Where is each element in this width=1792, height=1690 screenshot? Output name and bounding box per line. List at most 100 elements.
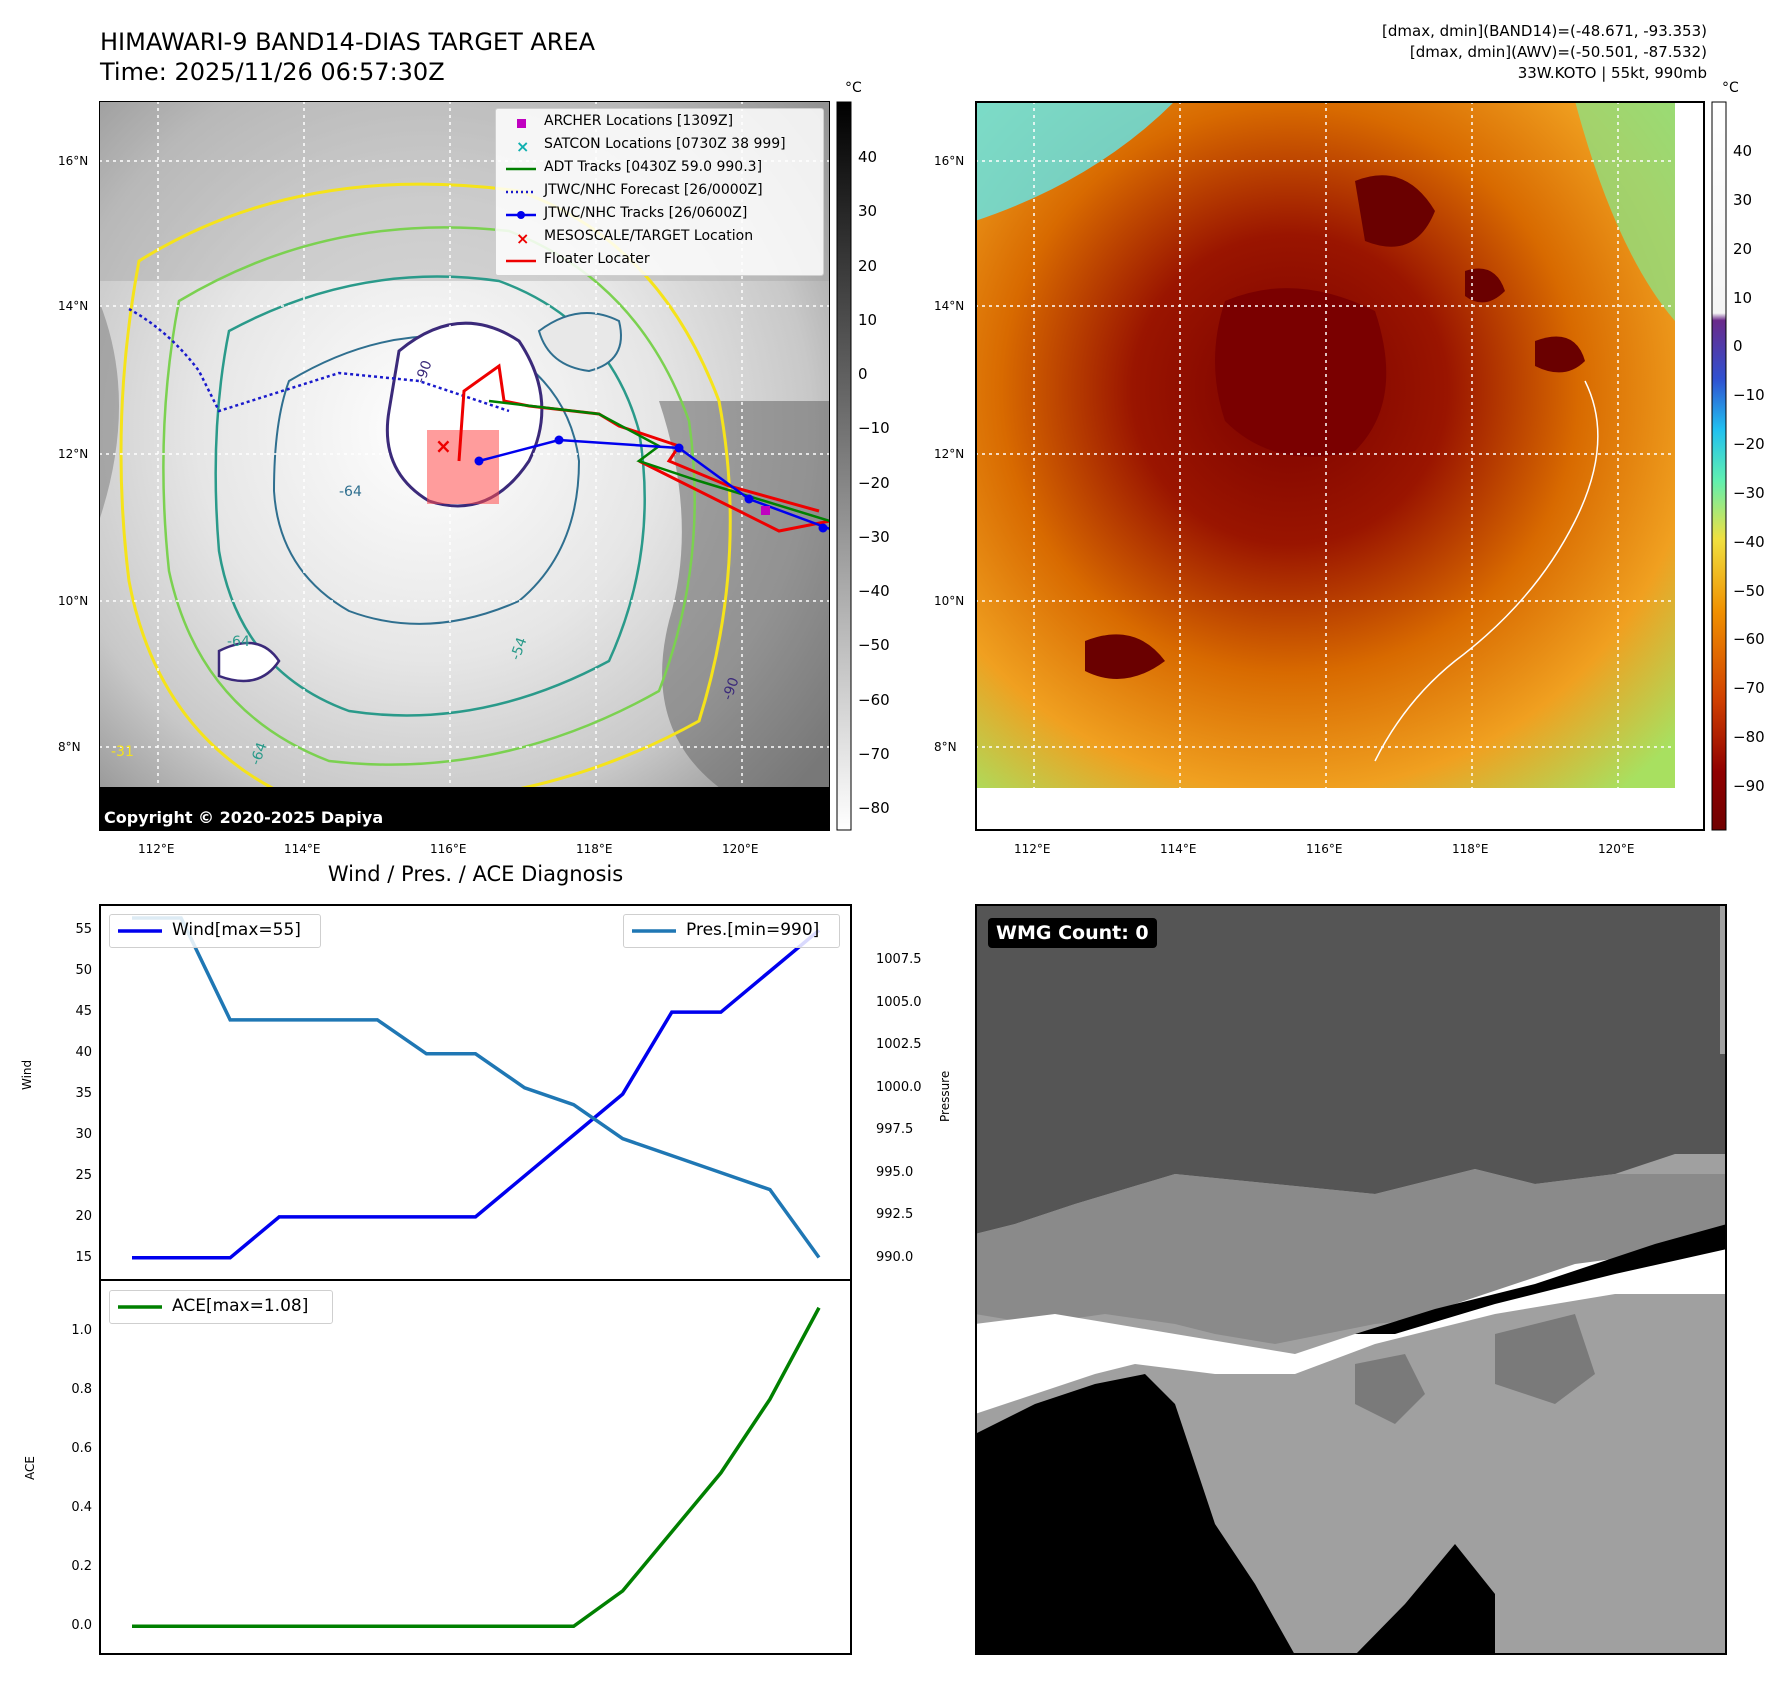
lon-tick: 114°E: [284, 842, 321, 856]
colorbar-tick: −50: [1733, 581, 1765, 600]
colorbar-tick: −70: [1733, 679, 1765, 698]
colorbar-tick: 30: [858, 202, 878, 221]
colorbar-tick: −40: [858, 582, 890, 600]
lat-tick: 16°N: [934, 154, 965, 168]
colorbar-tick: −60: [858, 690, 890, 709]
adt-track-line: [488, 399, 830, 523]
map-legend: ARCHER Locations [1309Z] × SATCON Locati…: [495, 108, 824, 276]
axis-tick-label: 40: [75, 1045, 92, 1061]
colorbar-tick: 10: [1733, 288, 1753, 307]
lat-tick: 8°N: [58, 740, 81, 754]
lon-tick: 114°E: [1160, 842, 1197, 856]
colorbar-tick: −90: [1733, 777, 1765, 795]
svg-text:×: ×: [516, 230, 529, 246]
figure-time: Time: 2025/11/26 06:57:30Z: [100, 58, 445, 86]
axis-tick-label: 990.0: [876, 1249, 914, 1265]
colorbar-tick: 10: [858, 310, 878, 329]
axis-tick-label: 20: [75, 1208, 92, 1224]
pressure-legend-label: Pres.[min=990]: [686, 920, 820, 940]
axis-tick-label: 992.5: [876, 1207, 914, 1223]
contour-label: -64: [339, 484, 362, 500]
wmg-count-badge: WMG Count: 0: [988, 918, 1157, 948]
colorbar-tick: −20: [858, 473, 890, 492]
axis-tick-label: 35: [75, 1086, 92, 1102]
lat-tick: 14°N: [934, 299, 965, 313]
axis-tick-label: 0.0: [71, 1618, 92, 1634]
colorbar-tick: −10: [858, 419, 890, 438]
info-awv: [dmax, dmin](AWV)=(-50.501, -87.532): [1409, 43, 1707, 61]
target-area-box: [427, 430, 499, 504]
lon-tick: 120°E: [722, 842, 759, 856]
axis-tick-label: 0.8: [71, 1382, 92, 1398]
colorbar-tick: −80: [1733, 728, 1765, 747]
pressure-axis-label: Pressure: [938, 1070, 952, 1122]
lat-tick: 12°N: [934, 447, 965, 461]
awv-map: [975, 101, 1705, 831]
contour-label: -90: [413, 358, 436, 385]
wind-legend: Wind[max=55]: [109, 914, 321, 948]
colorbar-tick: 40: [858, 148, 878, 166]
axis-tick-label: 45: [75, 1004, 92, 1020]
wmg-panel: [975, 904, 1727, 1655]
axis-tick-label: 50: [75, 963, 92, 979]
target-x-marker: ×: [435, 434, 452, 458]
wind-axis-label: Wind: [20, 1059, 34, 1090]
axis-tick-label: 55: [75, 922, 92, 938]
axis-tick-label: 25: [75, 1167, 92, 1183]
axis-tick-label: 30: [75, 1126, 92, 1142]
lat-tick: 8°N: [934, 740, 957, 754]
colorbar-tick: −30: [858, 527, 890, 546]
ace-series-line: [132, 1306, 821, 1629]
legend-label: JTWC/NHC Forecast [26/0000Z]: [544, 182, 763, 198]
ace-axis-label: ACE: [23, 1456, 37, 1480]
lat-tick: 12°N: [58, 447, 89, 461]
colorbar-tick: 20: [1733, 239, 1753, 258]
colorbar-tick: −80: [858, 799, 890, 817]
band14-colorbar: [836, 101, 852, 831]
pressure-legend: Pres.[min=990]: [623, 914, 840, 948]
lat-tick: 10°N: [58, 594, 89, 608]
lon-tick: 118°E: [1452, 842, 1489, 856]
lat-tick: 14°N: [58, 299, 89, 313]
svg-text:×: ×: [516, 138, 529, 154]
awv-colorbar: [1711, 101, 1727, 831]
info-storm: 33W.KOTO | 55kt, 990mb: [1517, 64, 1707, 82]
lon-tick: 118°E: [576, 842, 613, 856]
wind-legend-label: Wind[max=55]: [172, 920, 301, 940]
ace-legend-label: ACE[max=1.08]: [172, 1296, 309, 1316]
contour-label: -64: [248, 740, 271, 767]
diagnosis-title: Wind / Pres. / ACE Diagnosis: [327, 862, 624, 886]
colorbar-tick: −50: [858, 636, 890, 655]
contour-label: -54: [508, 635, 531, 662]
colorbar-unit: °C: [845, 80, 862, 96]
colorbar-tick: −40: [1733, 532, 1765, 551]
lon-tick: 116°E: [430, 842, 467, 856]
colorbar-tick: 0: [1733, 337, 1743, 356]
colorbar-tick: 30: [1733, 190, 1753, 209]
archer-marker: [761, 506, 770, 515]
legend-label: SATCON Locations [0730Z 38 999]: [544, 136, 786, 152]
axis-tick-label: 1005.0: [876, 994, 922, 1010]
lat-tick: 16°N: [58, 154, 89, 168]
legend-label: JTWC/NHC Tracks [26/0600Z]: [544, 205, 748, 221]
lon-tick: 120°E: [1598, 842, 1635, 856]
axis-tick-label: 1007.5: [876, 952, 922, 968]
awv-gridlines: [975, 101, 1675, 788]
contour-label: -64: [227, 634, 250, 650]
legend-label: ADT Tracks [0430Z 59.0 990.3]: [544, 159, 763, 175]
colorbar-tick: −30: [1733, 483, 1765, 502]
colorbar-tick: −70: [858, 744, 890, 763]
lon-tick: 112°E: [1014, 842, 1051, 856]
lon-tick: 116°E: [1306, 842, 1343, 856]
jtwc-forecast-line: [128, 307, 510, 413]
colorbar-unit: °C: [1722, 80, 1739, 96]
axis-tick-label: 0.6: [71, 1441, 92, 1457]
ace-plot-frame: [99, 1279, 852, 1655]
ace-chart: [99, 1279, 852, 1655]
pressure-series-line: [132, 916, 821, 1259]
contour-label: -90: [720, 675, 743, 702]
colorbar-tick: 0: [858, 365, 868, 383]
axis-tick-label: 1002.5: [876, 1037, 922, 1053]
lat-tick: 10°N: [934, 594, 965, 608]
lon-tick: 112°E: [138, 842, 175, 856]
